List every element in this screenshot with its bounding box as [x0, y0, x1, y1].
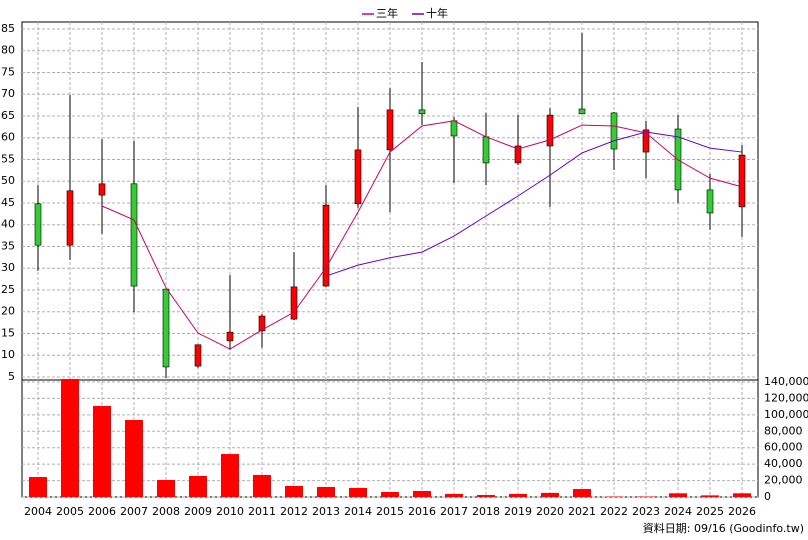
y-tick-label: 80	[1, 44, 15, 57]
x-tick-label: 2007	[120, 505, 148, 518]
volume-bar	[93, 405, 111, 497]
x-tick-label: 2021	[568, 505, 596, 518]
volume-bar	[189, 475, 207, 497]
candle-body	[290, 286, 298, 320]
y-tick-label: 30	[1, 261, 15, 274]
volume-bar	[285, 485, 303, 497]
y-tick-label: 65	[1, 109, 15, 122]
y2-tick-label: 80,000	[764, 424, 803, 437]
y-tick-label: 40	[1, 218, 15, 231]
x-tick-label: 2009	[184, 505, 212, 518]
candle-body	[738, 154, 746, 208]
y-tick-label: 45	[1, 196, 15, 209]
candle-body	[386, 109, 394, 151]
candle-body	[194, 344, 202, 367]
candle-body	[482, 136, 490, 164]
x-tick-label: 2011	[248, 505, 276, 518]
y-tick-label: 10	[1, 348, 15, 361]
volume-bar	[669, 493, 687, 497]
candle-body	[322, 204, 330, 287]
candle-body	[34, 203, 42, 246]
x-tick-label: 2025	[696, 505, 724, 518]
candle-body	[450, 120, 458, 137]
candle-body	[98, 183, 106, 196]
candle-body	[162, 288, 170, 368]
candle-body	[642, 129, 650, 153]
candle-body	[66, 190, 74, 246]
x-tick-label: 2014	[344, 505, 372, 518]
volume-bar	[445, 493, 463, 497]
ma-line	[101, 120, 743, 350]
volume-bar	[29, 477, 47, 497]
volume-bar	[221, 454, 239, 497]
y-tick-label: 20	[1, 305, 15, 318]
y-tick-label: 25	[1, 283, 15, 296]
candle-body	[546, 114, 554, 147]
y-tick-label: 35	[1, 239, 15, 252]
legend-label: 三年	[376, 6, 398, 20]
x-tick-label: 2017	[440, 505, 468, 518]
volume-bar	[253, 474, 271, 497]
volume-bar	[61, 379, 79, 497]
y-tick-label: 15	[1, 326, 15, 339]
y2-tick-label: 20,000	[764, 474, 803, 487]
candle-body	[258, 315, 266, 332]
x-tick-label: 2019	[504, 505, 532, 518]
candle-body	[354, 149, 362, 205]
x-tick-label: 2004	[24, 505, 52, 518]
volume-bar	[733, 493, 751, 497]
volume-bar	[701, 495, 719, 497]
candle-body	[226, 331, 234, 342]
x-tick-label: 2008	[152, 505, 180, 518]
y2-tick-label: 0	[764, 490, 771, 503]
x-tick-label: 2006	[88, 505, 116, 518]
x-tick-label: 2026	[728, 505, 756, 518]
volume-bar	[317, 486, 335, 497]
x-tick-label: 2016	[408, 505, 436, 518]
volume-bar	[573, 489, 591, 497]
candle-body	[418, 109, 426, 115]
x-tick-label: 2018	[472, 505, 500, 518]
y2-tick-label: 140,000	[764, 375, 808, 388]
footnote: 資料日期: 09/16 (Goodinfo.tw)	[643, 521, 804, 535]
x-tick-label: 2010	[216, 505, 244, 518]
candle-body	[130, 183, 138, 287]
y-tick-label: 55	[1, 152, 15, 165]
candle-body	[578, 108, 586, 115]
x-tick-label: 2012	[280, 505, 308, 518]
y-tick-label: 85	[1, 22, 15, 35]
x-tick-label: 2024	[664, 505, 692, 518]
y2-tick-label: 40,000	[764, 457, 803, 470]
x-tick-label: 2015	[376, 505, 404, 518]
candle-body	[706, 189, 714, 214]
volume-bar	[413, 491, 431, 497]
volume-bar	[509, 493, 527, 497]
volume-bar	[381, 491, 399, 497]
volume-bar	[157, 479, 175, 497]
y-tick-label: 75	[1, 65, 15, 78]
y-tick-label: 70	[1, 87, 15, 100]
volume-bar	[349, 487, 367, 497]
x-tick-label: 2023	[632, 505, 660, 518]
volume-bar	[477, 495, 495, 497]
y-tick-label: 50	[1, 174, 15, 187]
y2-tick-label: 120,000	[764, 391, 808, 404]
volume-bar	[125, 420, 143, 497]
x-tick-label: 2020	[536, 505, 564, 518]
volume-bar	[541, 492, 559, 497]
y2-tick-label: 100,000	[764, 408, 808, 421]
candle-body	[610, 112, 618, 150]
y-tick-label: 60	[1, 131, 15, 144]
candle-body	[514, 145, 522, 164]
legend-label: 十年	[426, 6, 448, 20]
y2-tick-label: 60,000	[764, 441, 803, 454]
x-tick-label: 2005	[56, 505, 84, 518]
ma-line	[325, 131, 743, 277]
y-tick-label: 5	[8, 370, 15, 383]
x-tick-label: 2013	[312, 505, 340, 518]
x-tick-label: 2022	[600, 505, 628, 518]
